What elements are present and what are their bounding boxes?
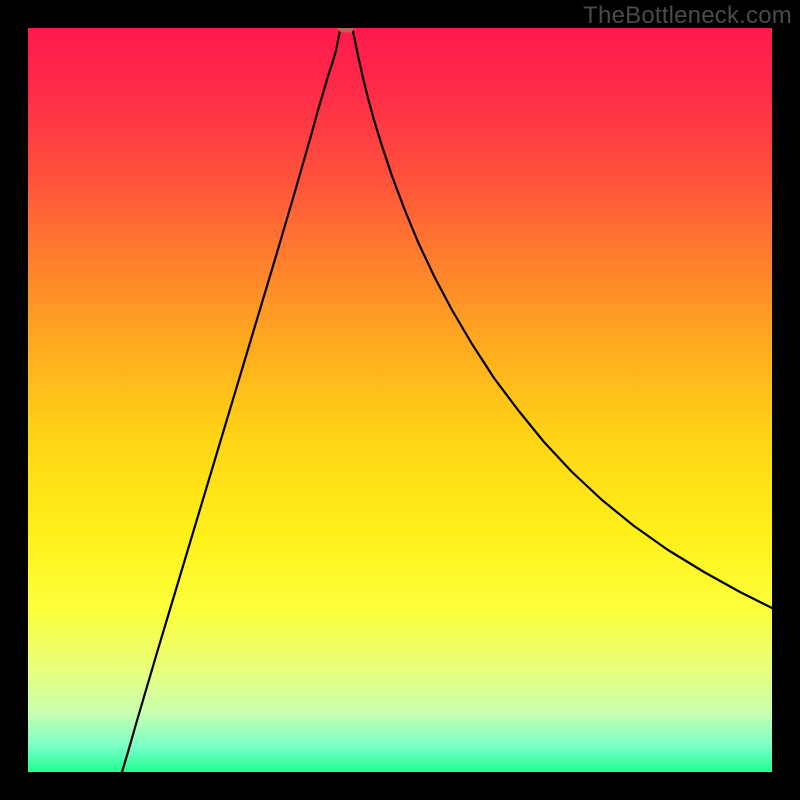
plot-area <box>28 28 772 772</box>
watermark-text: TheBottleneck.com <box>583 2 792 30</box>
chart-container: TheBottleneck.com <box>0 0 800 800</box>
bottleneck-curve-chart <box>0 0 800 800</box>
